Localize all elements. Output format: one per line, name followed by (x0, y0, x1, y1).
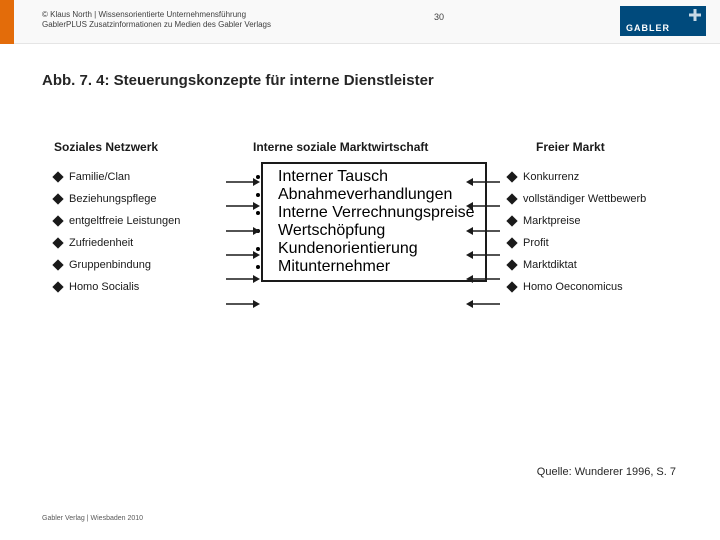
diagram-body: Interner TauschAbnahmeverhandlungenInter… (54, 166, 666, 356)
arrow-left-icon (466, 299, 500, 309)
item-label: Konkurrenz (523, 171, 579, 183)
item-label: vollständiger Wettbewerb (523, 193, 646, 205)
diamond-bullet-icon (506, 193, 517, 204)
diamond-bullet-icon (52, 171, 63, 182)
list-item: Kundenorientierung (271, 240, 475, 258)
arrow-row (226, 194, 260, 218)
diamond-bullet-icon (52, 215, 63, 226)
item-label: Interne Verrechnungspreise (278, 204, 475, 221)
arrow-left-icon (466, 226, 500, 236)
item-label: Abnahmeverhandlungen (278, 186, 452, 203)
center-box: Interner TauschAbnahmeverhandlungenInter… (261, 162, 487, 282)
item-label: Marktdiktat (523, 259, 577, 271)
arrow-left-icon (466, 274, 500, 284)
list-item: Mitunternehmer (271, 258, 475, 276)
header-line1: © Klaus North | Wissensorientierte Unter… (42, 10, 271, 20)
header-bar: © Klaus North | Wissensorientierte Unter… (0, 0, 720, 44)
list-item: Familie/Clan (54, 166, 224, 188)
diamond-bullet-icon (52, 193, 63, 204)
list-item: Abnahmeverhandlungen (271, 186, 475, 204)
arrow-row (466, 170, 500, 194)
list-item: Konkurrenz (508, 166, 678, 188)
item-label: Familie/Clan (69, 171, 130, 183)
column-header: Interne soziale Marktwirtschaft (253, 140, 428, 154)
plus-icon (688, 8, 702, 22)
item-label: Profit (523, 237, 549, 249)
diamond-bullet-icon (506, 171, 517, 182)
item-label: Wertschöpfung (278, 222, 385, 239)
item-label: entgeltfreie Leistungen (69, 215, 180, 227)
header-line2: GablerPLUS Zusatzinformationen zu Medien… (42, 20, 271, 30)
list-item: Wertschöpfung (271, 222, 475, 240)
arrow-row (466, 291, 500, 315)
accent-tab (0, 0, 14, 44)
list-item: Gruppenbindung (54, 254, 224, 276)
item-label: Homo Socialis (69, 281, 139, 293)
item-label: Interner Tausch (278, 168, 388, 185)
arrow-left-icon (466, 177, 500, 187)
figure-caption: Abb. 7. 4: Steuerungskonzepte für intern… (42, 72, 434, 89)
page-number: 30 (434, 12, 444, 22)
right-column: Konkurrenz vollständiger Wettbewerb Marktp… (508, 166, 678, 298)
arrows-right (466, 170, 500, 316)
arrow-row (466, 219, 500, 243)
footer-text: Gabler Verlag | Wiesbaden 2010 (42, 515, 143, 522)
list-item: Beziehungspflege (54, 188, 224, 210)
arrow-row (466, 194, 500, 218)
arrow-left-icon (466, 250, 500, 260)
list-item: Homo Oeconomicus (508, 276, 678, 298)
arrow-left-icon (466, 201, 500, 211)
arrow-row (226, 291, 260, 315)
list-item: Zufriedenheit (54, 232, 224, 254)
list-item: Marktpreise (508, 210, 678, 232)
list-item: Marktdiktat (508, 254, 678, 276)
item-label: Marktpreise (523, 215, 580, 227)
item-label: Gruppenbindung (69, 259, 151, 271)
arrow-row (226, 243, 260, 267)
arrow-right-icon (226, 299, 260, 309)
diamond-bullet-icon (506, 281, 517, 292)
arrow-row (226, 170, 260, 194)
list-item: Homo Socialis (54, 276, 224, 298)
list-item: Interner Tausch (271, 168, 475, 186)
arrow-right-icon (226, 201, 260, 211)
diamond-bullet-icon (52, 281, 63, 292)
diamond-bullet-icon (506, 237, 517, 248)
column-headers: Soziales Netzwerk Interne soziale Marktwi… (54, 140, 666, 156)
list-item: Interne Verrechnungspreise (271, 204, 475, 222)
left-column: Familie/Clan Beziehungspflege entgeltfreie… (54, 166, 224, 298)
logo-text: GABLER (626, 23, 670, 33)
diamond-bullet-icon (52, 259, 63, 270)
list-item: Profit (508, 232, 678, 254)
arrow-right-icon (226, 177, 260, 187)
list-item: entgeltfreie Leistungen (54, 210, 224, 232)
header-credit: © Klaus North | Wissensorientierte Unter… (42, 10, 271, 31)
arrows-left (226, 170, 260, 316)
diamond-bullet-icon (52, 237, 63, 248)
item-label: Zufriedenheit (69, 237, 133, 249)
arrow-row (466, 267, 500, 291)
item-label: Homo Oeconomicus (523, 281, 623, 293)
concept-diagram: Soziales Netzwerk Interne soziale Marktwi… (54, 140, 666, 356)
publisher-logo: GABLER (620, 6, 706, 36)
arrow-right-icon (226, 274, 260, 284)
item-label: Beziehungspflege (69, 193, 156, 205)
column-header: Freier Markt (536, 140, 605, 154)
arrow-row (226, 219, 260, 243)
source-citation: Quelle: Wunderer 1996, S. 7 (537, 466, 676, 478)
item-label: Mitunternehmer (278, 258, 390, 275)
column-header: Soziales Netzwerk (54, 140, 158, 154)
arrow-right-icon (226, 250, 260, 260)
item-label: Kundenorientierung (278, 240, 418, 257)
arrow-row (466, 243, 500, 267)
diamond-bullet-icon (506, 259, 517, 270)
arrow-right-icon (226, 226, 260, 236)
list-item: vollständiger Wettbewerb (508, 188, 678, 210)
arrow-row (226, 267, 260, 291)
diamond-bullet-icon (506, 215, 517, 226)
